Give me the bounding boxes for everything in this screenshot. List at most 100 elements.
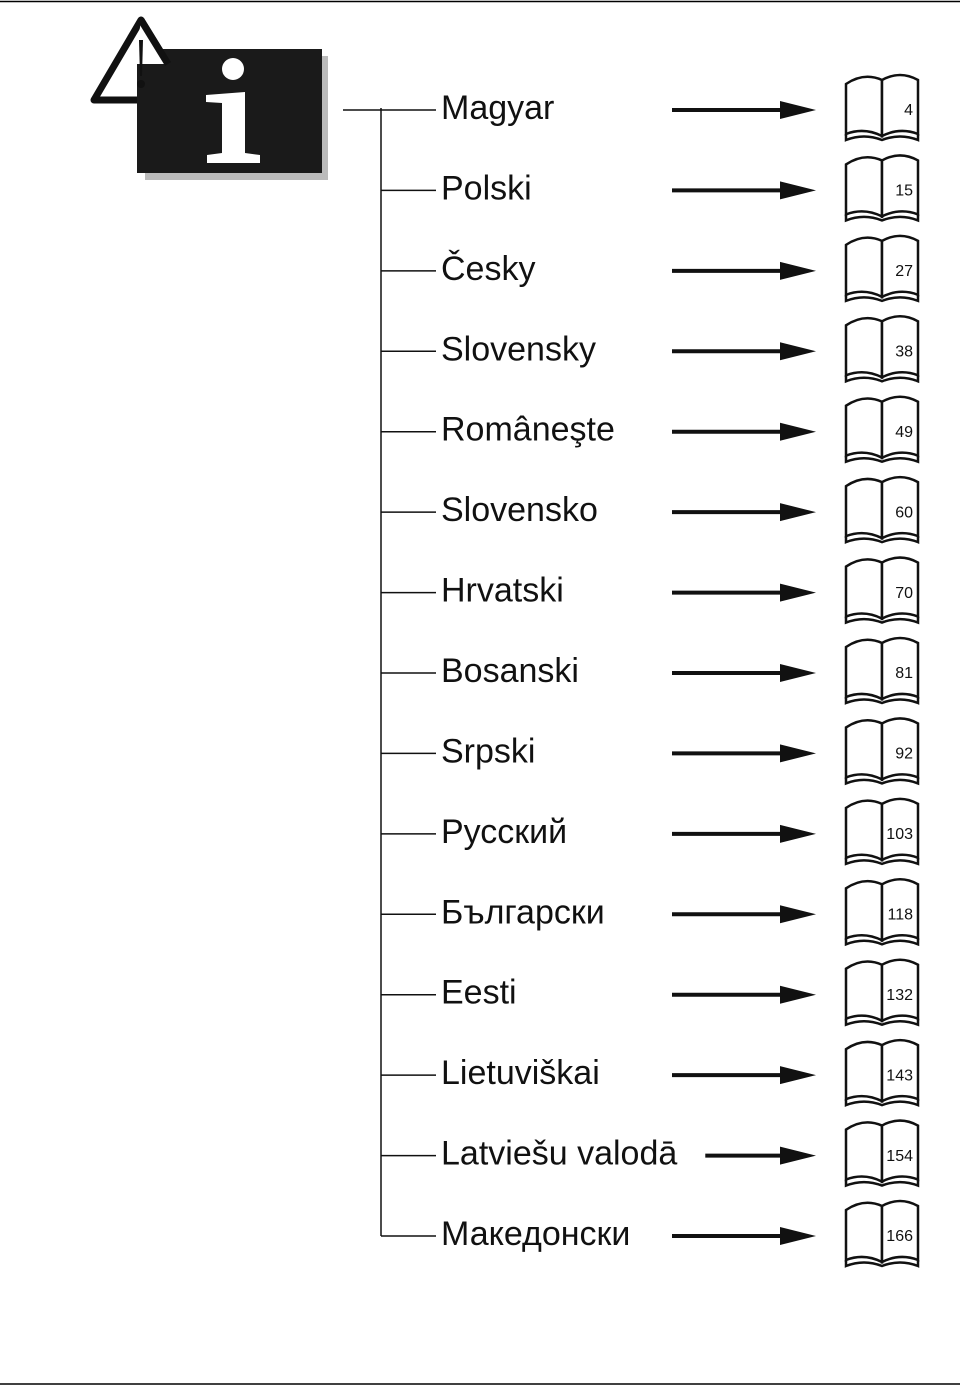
book-icon <box>844 395 920 464</box>
book-page-left <box>844 960 884 1023</box>
book-icon <box>844 154 920 223</box>
arrow <box>672 1066 816 1085</box>
book-icon <box>844 797 920 866</box>
page-number: 70 <box>895 585 913 602</box>
language-name: Русский <box>441 813 567 851</box>
arrow-head <box>780 1066 816 1085</box>
arrow <box>672 101 816 119</box>
arrow-head <box>780 744 816 763</box>
arrow <box>672 422 816 441</box>
arrow <box>672 583 816 602</box>
page-number: 143 <box>886 1067 913 1084</box>
book-page-left <box>844 236 884 299</box>
page-number: 49 <box>895 424 913 441</box>
book-base <box>844 938 920 947</box>
book-icon <box>844 878 920 947</box>
page-number: 92 <box>895 746 913 763</box>
page-number: 60 <box>895 504 913 521</box>
book-page-right <box>880 1119 920 1184</box>
page-number: 118 <box>887 907 913 924</box>
book-base <box>844 375 920 384</box>
book-icon <box>844 717 920 786</box>
language-name: Slovensko <box>441 491 598 529</box>
language-name: Македонски <box>441 1215 630 1253</box>
book-base <box>844 1099 920 1107</box>
book-page-right <box>880 556 920 621</box>
book-page-left <box>844 799 884 862</box>
arrow-head <box>780 583 816 602</box>
book-base <box>844 134 920 142</box>
book-icon <box>844 636 920 705</box>
arrow-head <box>780 985 816 1004</box>
book-base <box>844 697 920 705</box>
book-base <box>844 455 920 464</box>
book-page-left <box>844 1121 884 1184</box>
entry-list: Magyar 4 Polski 15 Česky 27 Slovensky 38 Româneş… <box>380 73 920 1268</box>
book-base <box>844 536 920 544</box>
book-icon <box>844 1038 920 1107</box>
book-icon <box>844 315 920 384</box>
book-icon <box>844 958 920 1027</box>
arrow <box>672 824 816 843</box>
book-base <box>844 857 920 866</box>
book-page-right <box>880 1038 920 1104</box>
page-number: 38 <box>895 344 913 361</box>
language-name: Lietuviškai <box>441 1054 600 1092</box>
book-page-right <box>880 958 920 1023</box>
book-base <box>844 1018 920 1027</box>
book-page-left <box>844 718 884 782</box>
book-icon <box>844 1199 920 1268</box>
arrow-head <box>780 101 816 119</box>
arrow-head <box>780 664 816 682</box>
arrow-head <box>780 824 816 843</box>
language-name: Hrvatski <box>441 572 564 610</box>
arrow-head <box>780 1146 816 1165</box>
arrow <box>705 1146 816 1165</box>
book-page-right <box>880 234 920 299</box>
arrow <box>672 985 816 1004</box>
arrow-head <box>780 342 816 361</box>
page-number: 154 <box>886 1148 913 1165</box>
language-name: Polski <box>441 169 532 207</box>
book-page-left <box>844 155 884 219</box>
page-number: 4 <box>904 102 913 119</box>
arrow <box>672 261 816 280</box>
book-base <box>844 1179 920 1188</box>
warning-info-icon <box>90 16 328 180</box>
arrow <box>672 342 816 361</box>
book-base <box>844 616 920 625</box>
arrow-head <box>780 181 816 200</box>
page-number: 27 <box>895 263 913 280</box>
language-name: Eesti <box>441 974 517 1012</box>
book-icon <box>844 1119 920 1188</box>
page-number: 15 <box>895 183 913 200</box>
arrow-head <box>780 422 816 441</box>
book-page-left <box>844 1201 884 1265</box>
language-name: Srpski <box>441 732 535 770</box>
page-number: 81 <box>895 665 913 682</box>
book-page-left <box>844 558 884 621</box>
arrow-head <box>780 905 816 924</box>
language-name: Česky <box>441 250 535 288</box>
book-page-left <box>844 75 884 139</box>
arrow <box>672 181 816 200</box>
arrow <box>672 744 816 763</box>
book-icon <box>844 556 920 625</box>
page-number: 166 <box>886 1228 913 1245</box>
book-base <box>844 294 920 303</box>
language-name: Bosanski <box>441 652 579 690</box>
book-page-left <box>844 477 884 541</box>
book-page-left <box>844 397 884 460</box>
language-name: Български <box>441 893 605 931</box>
arrow <box>672 664 816 682</box>
book-icon <box>844 73 920 142</box>
arrow-head <box>780 503 816 522</box>
arrow <box>672 905 816 924</box>
arrow-head <box>780 1227 816 1245</box>
arrow-head <box>780 261 816 280</box>
arrow <box>672 1227 816 1245</box>
book-base <box>844 214 920 223</box>
book-icon <box>844 234 920 303</box>
